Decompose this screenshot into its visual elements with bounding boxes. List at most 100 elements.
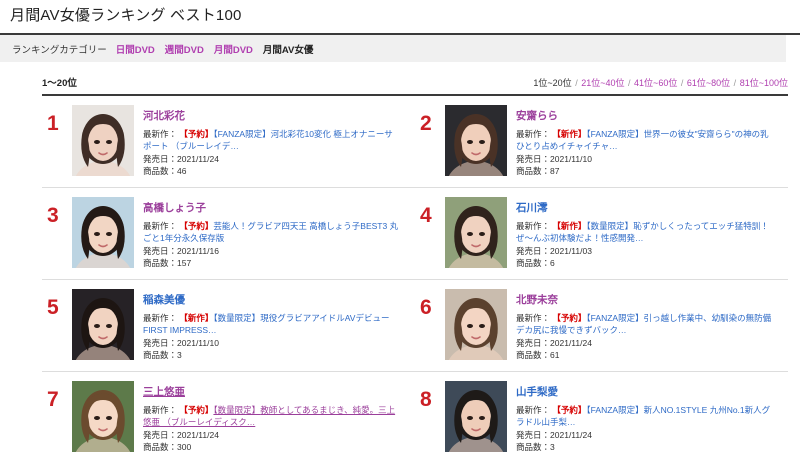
latest-work-label: 最新作 xyxy=(516,129,542,140)
latest-work-row: 最新作： 【予約】【FANZA限定】新人NO.1STYLE 九州No.1新人グラ… xyxy=(516,404,774,429)
actress-thumbnail[interactable] xyxy=(72,289,134,360)
product-count-label: 商品数 xyxy=(516,350,542,361)
release-date-value: 2021/11/10 xyxy=(550,153,592,164)
badge-status: 【予約】 xyxy=(179,129,214,140)
rank-number: 4 xyxy=(420,204,432,227)
colon: ： xyxy=(168,166,178,177)
product-title-link[interactable]: 恥ずかしくったってエッチ猛特訓！ぜ〜んぶ初体験だよ！性感開発… xyxy=(516,221,769,244)
title-divider xyxy=(0,33,800,35)
category-nav: ランキングカテゴリー 日間DVD 週間DVD 月間DVD 月間AV女優 xyxy=(0,35,786,62)
badge-status: 【予約】 xyxy=(179,221,214,232)
range-separator: / xyxy=(575,78,578,88)
badge-status: 【新作】 xyxy=(552,221,587,232)
product-count-row: 商品数：3 xyxy=(143,349,401,361)
ranking-row[interactable]: 5 稲森美優 最新作： 【新作】【数量限定】現役グラビアアイドルAVデビュー F… xyxy=(42,280,415,372)
product-title-link[interactable]: 【FANZA限定】世界一の彼女"安齋らら"の神の乳ひとり占めイチャイチャ… xyxy=(516,129,769,152)
product-count-row: 商品数：46 xyxy=(143,165,401,177)
badge-status: 【新作】 xyxy=(179,313,214,324)
release-date-label: 発売日 xyxy=(143,429,169,440)
product-count-label: 商品数 xyxy=(516,442,542,453)
colon: ： xyxy=(168,221,178,232)
product-title-link[interactable]: 【FANZA限定】引っ越し作業中、幼馴染の無防備デカ尻に我慢できずバック… xyxy=(516,313,772,336)
badge-limited: 【数量限定】 xyxy=(586,221,634,232)
colon: ： xyxy=(168,429,178,440)
actress-name-link[interactable]: 北野未奈 xyxy=(516,294,558,306)
product-count-value: 87 xyxy=(550,166,560,177)
ranking-info: 高橋しょう子 最新作： 【予約】芸能人！グラビア四天王 高橋しょう子BEST3 … xyxy=(143,197,401,269)
ranking-info: 河北彩花 最新作： 【予約】【FANZA限定】河北彩花10変化 極上オナニーサポ… xyxy=(143,105,401,177)
category-nav-label: ランキングカテゴリー xyxy=(12,44,107,56)
latest-work-row: 最新作： 【新作】【数量限定】現役グラビアアイドルAVデビュー FIRST IM… xyxy=(143,312,401,337)
ranking-row[interactable]: 8 山手梨愛 最新作： 【予約】【FANZA限定】新人NO.1STYLE 九州N… xyxy=(415,372,788,461)
colon: ： xyxy=(168,258,178,269)
ranking-row[interactable]: 3 高橋しょう子 最新作： 【予約】芸能人！グラビア四天王 高橋しょう子BEST… xyxy=(42,188,415,280)
current-range-label: 1〜20位 xyxy=(42,78,77,89)
range-link-81-100[interactable]: 81位~100位 xyxy=(739,78,788,88)
rank-number: 8 xyxy=(420,388,432,411)
range-link-41-60[interactable]: 41位~60位 xyxy=(634,78,678,88)
latest-work-label: 最新作 xyxy=(516,313,542,324)
ranking-row[interactable]: 4 石川澪 最新作 ： 【新作】【数量限定】恥ずかしくったってエッチ猛特訓！ぜ〜ん… xyxy=(415,188,788,280)
rank-number: 1 xyxy=(47,112,59,135)
release-date-label: 発売日 xyxy=(516,153,542,164)
ranking-row[interactable]: 2 安齋らら 最新作： 【新作】【FANZA限定】世界一の彼女"安齋らら"の神の… xyxy=(415,96,788,188)
category-link-weekly-dvd[interactable]: 週間DVD xyxy=(164,44,204,56)
ranking-row[interactable]: 7 三上悠亜 最新作： 【予約】【数量限定】教師としてあるまじき、純愛。三上悠亜… xyxy=(42,372,415,461)
colon: ： xyxy=(541,429,551,440)
actress-thumbnail[interactable] xyxy=(445,289,507,360)
ranking-info: 安齋らら 最新作： 【新作】【FANZA限定】世界一の彼女"安齋らら"の神の乳ひ… xyxy=(516,105,774,177)
release-date-label: 発売日 xyxy=(516,337,542,348)
release-date-row: 発売日：2021/11/24 xyxy=(143,153,401,165)
rank-number: 5 xyxy=(47,296,59,319)
product-title-link[interactable]: 現役グラビアアイドルAVデビュー FIRST IMPRESS… xyxy=(143,313,390,336)
colon: ： xyxy=(168,350,178,361)
latest-work-label: 最新作 xyxy=(143,405,169,416)
colon: ： xyxy=(168,245,178,256)
actress-name-link[interactable]: 高橋しょう子 xyxy=(143,202,206,214)
ranking-row[interactable]: 6 北野未奈 最新作： 【予約】【FANZA限定】引っ越し作業中、幼馴染の無防備… xyxy=(415,280,788,372)
range-header: 1〜20位 1位~20位 / 21位~40位 / 41位~60位 / 61位~8… xyxy=(42,75,788,96)
actress-thumbnail[interactable] xyxy=(445,105,507,176)
product-count-label: 商品数 xyxy=(516,258,542,269)
page-title: 月間AV女優ランキング ベスト100 xyxy=(10,7,242,24)
range-link-61-80[interactable]: 61位~80位 xyxy=(686,78,731,88)
latest-work-row: 最新作： 【新作】【FANZA限定】世界一の彼女"安齋らら"の神の乳ひとり占めイ… xyxy=(516,128,774,153)
actress-thumbnail[interactable] xyxy=(72,381,134,452)
product-count-label: 商品数 xyxy=(143,258,169,269)
rank-number: 7 xyxy=(47,388,59,411)
latest-work-label: 最新作 xyxy=(143,313,169,324)
product-count-label: 商品数 xyxy=(143,166,169,177)
latest-work-label: 最新作 xyxy=(516,221,542,232)
actress-thumbnail[interactable] xyxy=(72,197,134,268)
latest-work-row: 最新作： 【予約】芸能人！グラビア四天王 高橋しょう子BEST3 丸ごと1年分永… xyxy=(143,220,401,245)
release-date-value: 2021/11/03 xyxy=(550,245,592,256)
category-link-daily-dvd[interactable]: 日間DVD xyxy=(115,44,155,56)
release-date-value: 2021/11/24 xyxy=(550,429,592,440)
actress-name-link[interactable]: 安齋らら xyxy=(516,110,558,122)
product-title-link[interactable]: 【FANZA限定】新人NO.1STYLE 九州No.1新人グラドル山手梨… xyxy=(516,405,771,428)
ranking-row[interactable]: 1 河北彩花 最新作： 【予約】【FANZA限定】河北彩花10変化 極上オナニー… xyxy=(42,96,415,188)
category-link-monthly-dvd[interactable]: 月間DVD xyxy=(213,44,253,56)
colon: ： xyxy=(541,442,551,453)
colon: ： xyxy=(541,258,551,269)
actress-thumbnail[interactable] xyxy=(445,381,507,452)
actress-thumbnail[interactable] xyxy=(72,105,134,176)
actress-name-link[interactable]: 三上悠亜 xyxy=(143,386,185,398)
range-link-21-40[interactable]: 21位~40位 xyxy=(581,78,625,88)
latest-work-row: 最新作： 【予約】【FANZA限定】河北彩花10変化 極上オナニーサポート （ブ… xyxy=(143,128,401,153)
actress-name-link[interactable]: 稲森美優 xyxy=(143,294,185,306)
product-count-value: 6 xyxy=(550,258,555,269)
release-date-label: 発売日 xyxy=(516,429,542,440)
category-link-monthly-actress[interactable]: 月間AV女優 xyxy=(262,44,314,56)
ranking-grid: 1 河北彩花 最新作： 【予約】【FANZA限定】河北彩花10変化 極上オナニー… xyxy=(42,96,788,461)
product-title-link[interactable]: 【FANZA限定】河北彩花10変化 極上オナニーサポート （ブルーレイデ… xyxy=(143,129,393,152)
actress-thumbnail[interactable] xyxy=(445,197,507,268)
badge-limited: 【数量限定】 xyxy=(213,313,261,324)
actress-name-link[interactable]: 河北彩花 xyxy=(143,110,185,122)
range-link-1-20[interactable]: 1位~20位 xyxy=(533,78,572,88)
actress-name-link[interactable]: 山手梨愛 xyxy=(516,386,558,398)
actress-name-link[interactable]: 石川澪 xyxy=(516,202,548,214)
latest-work-row: 最新作： 【予約】【FANZA限定】引っ越し作業中、幼馴染の無防備デカ尻に我慢で… xyxy=(516,312,774,337)
product-title-link[interactable]: 教師としてあるまじき、純愛。三上悠亜 （ブルーレイディスク… xyxy=(143,405,396,428)
product-title-link[interactable]: 芸能人！グラビア四天王 高橋しょう子BEST3 丸ごと1年分永久保存版 xyxy=(143,221,399,244)
